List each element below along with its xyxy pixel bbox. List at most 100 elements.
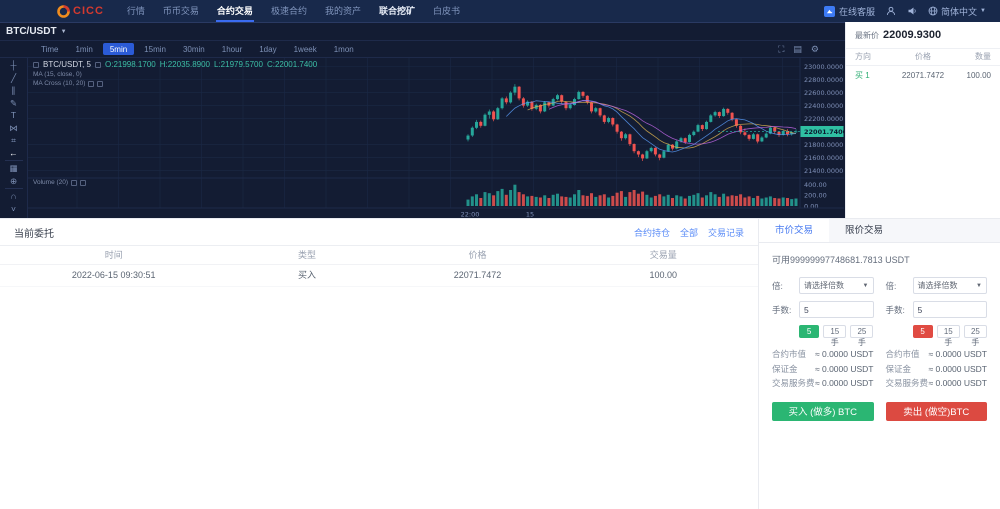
svg-text:0.00: 0.00 [804,202,818,210]
symbol-selector[interactable]: BTC/USDT ▼ [6,26,67,37]
crosshair-icon[interactable]: ┼ [10,60,17,70]
chart-body: ┼ ╱ ∥ ✎ T ⋈ ⌗ ← ▦ ⊕ ∩ ˅ 23000.0000 22800.0000 22600.0… [0,58,845,218]
last-price-row: 最新价 22009.9300 [846,29,1000,41]
trendline-icon[interactable]: ╱ [10,72,17,83]
orders-link-交易记录[interactable]: 交易记录 [707,227,744,238]
orders-cell: 100.00 [568,265,758,287]
timeframe-1hour[interactable]: 1hour [221,44,243,54]
customer-service-label: 在线客服 [839,6,876,17]
trade-panel: 市价交易 限价交易 可用99999997748681.7813 USDT 倍: 请选… [758,218,1000,509]
fee-value: ≈ 0.0000 USDT [928,363,987,374]
order-book-header: 方向 价格 数量 [846,48,1000,66]
multiplier-label: 倍: [772,280,783,291]
orders-table-header: 时间 类型 价格 交易量 [0,246,758,265]
svg-text:21600.0000: 21600.0000 [804,154,843,162]
timeframe-1day[interactable]: 1day [259,44,277,54]
xabcd-pattern-icon[interactable]: ⋈ [9,122,18,133]
lots-row: 手数: [772,301,874,318]
multiplier-label: 倍: [885,280,897,291]
nav-item-行情[interactable]: 行情 [126,6,145,16]
multiplier-select-value: 请选择倍数 [917,281,958,290]
nav-item-币币交易[interactable]: 币币交易 [162,6,199,16]
orders-col-类型: 类型 [227,246,387,265]
indicator-icon[interactable]: ▤ [793,43,802,54]
settings-gear-icon[interactable]: ⚙ [810,43,819,54]
svg-text:200.00: 200.00 [804,192,827,200]
user-icon[interactable] [886,6,896,16]
svg-text:22600.0000: 22600.0000 [804,89,843,97]
language-selector[interactable]: 简体中文 ▼ [928,5,986,18]
fullscreen-icon[interactable]: ⛶ [778,43,785,54]
svg-text:22200.0000: 22200.0000 [804,115,843,123]
lot-button-15手-sell[interactable]: 15手 [936,325,960,347]
tab-市价交易[interactable]: 市价交易 [759,219,829,242]
svg-text:21800.0000: 21800.0000 [804,141,843,149]
order-book-panel: 最新价 22009.9300 方向 价格 数量 买 1 22071.7472 100.0… [845,22,1000,218]
timeframe-1week[interactable]: 1week [293,44,317,54]
brush-icon[interactable]: ✎ [9,97,18,108]
chart-pane: 23000.0000 22800.0000 22600.0000 22400.0000… [28,58,845,218]
nav-item-联合挖矿[interactable]: 联合挖矿 [378,6,415,16]
fee-row-保证金: 保证金 ≈ 0.0000 USDT [886,362,988,377]
svg-text:15: 15 [526,211,534,219]
customer-service-icon [824,5,836,17]
collapse-icon[interactable]: ˅ [11,203,16,214]
buy-button[interactable]: 买入 (做多) BTC [772,401,874,421]
lot-button-15手-buy[interactable]: 15手 [823,325,847,347]
table-row[interactable]: 2022-06-15 09:30:51 买入 22071.7472 100.00 [0,265,758,287]
logo-text: CICC [73,5,104,17]
sell-button[interactable]: 卖出 (做空)BTC [885,401,987,421]
text-tool-icon[interactable]: T [10,110,17,120]
chart-section: BTC/USDT ▼ Time 1min 5min 15min 30min 1hour 1d… [0,22,845,218]
nav-item-我的资产[interactable]: 我的资产 [324,6,361,16]
open-orders-title: 当前委托 [14,228,54,240]
timeframe-1min[interactable]: 1min [75,44,93,54]
timeframe-bar: Time 1min 5min 15min 30min 1hour 1day 1week 1mon… [0,41,845,58]
lot-button-25手-buy[interactable]: 25手 [850,325,874,347]
lot-buttons: 5手 15手 25手 [912,325,988,347]
zoom-in-icon[interactable]: ⊕ [9,175,18,186]
orders-link-合约持仓[interactable]: 合约持仓 [633,227,670,238]
navbar-right: 在线客服 简体中文 ▼ [824,5,986,18]
nav-item-合约交易[interactable]: 合约交易 [208,0,262,22]
lot-button-25手-sell[interactable]: 25手 [963,325,987,347]
position-tool-icon[interactable]: ⌗ [11,135,16,145]
fee-label: 合约市值 [885,349,920,359]
fee-label: 交易服务费 [772,378,815,388]
timeframe-30min[interactable]: 30min [182,44,205,54]
multiplier-select-buy[interactable]: 请选择倍数 ▼ [799,277,874,294]
logo[interactable]: CICC [57,4,104,18]
back-arrow-icon[interactable]: ← [9,147,18,158]
timeframe-15min[interactable]: 15min [144,44,166,54]
order-book-row[interactable]: 买 1 22071.7472 100.00 [846,66,1000,85]
orders-link-全部[interactable]: 全部 [679,227,698,238]
candlestick-chart[interactable]: 23000.0000 22800.0000 22600.0000 22400.0000… [28,58,844,218]
timeframe-5min[interactable]: 5min [102,43,135,55]
lots-input-sell[interactable] [912,301,987,318]
multiplier-select-value: 请选择倍数 [804,281,844,290]
lot-button-5手-sell[interactable]: 5手 [912,325,933,347]
nav-item-白皮书[interactable]: 白皮书 [432,6,460,16]
fee-label: 保证金 [772,363,798,374]
magnet-icon[interactable]: ∩ [10,191,17,201]
nav-item-极速合约[interactable]: 极速合约 [270,6,307,16]
globe-icon [928,6,938,16]
timeframe-1mon[interactable]: 1mon [333,44,354,54]
multiplier-select-sell[interactable]: 请选择倍数 ▼ [912,277,987,294]
fee-row-保证金: 保证金 ≈ 0.0000 USDT [772,362,874,377]
lot-button-5手-buy[interactable]: 5手 [799,325,820,347]
orders-cell: 2022-06-15 09:30:51 [0,265,228,287]
announcement-icon[interactable] [907,6,917,16]
timeframe-Time[interactable]: Time [41,44,59,54]
parallel-channel-icon[interactable]: ∥ [11,85,16,95]
tab-限价交易[interactable]: 限价交易 [844,225,883,236]
compare-icon[interactable]: ▦ [9,163,18,173]
customer-service-button[interactable]: 在线客服 [824,5,875,18]
lots-input-buy[interactable] [799,301,874,318]
logo-icon [57,4,70,18]
multiplier-row: 倍: 请选择倍数 ▼ [885,277,987,294]
trade-tabs: 市价交易 限价交易 [759,219,1000,243]
last-price-label: 最新价 [855,31,879,40]
